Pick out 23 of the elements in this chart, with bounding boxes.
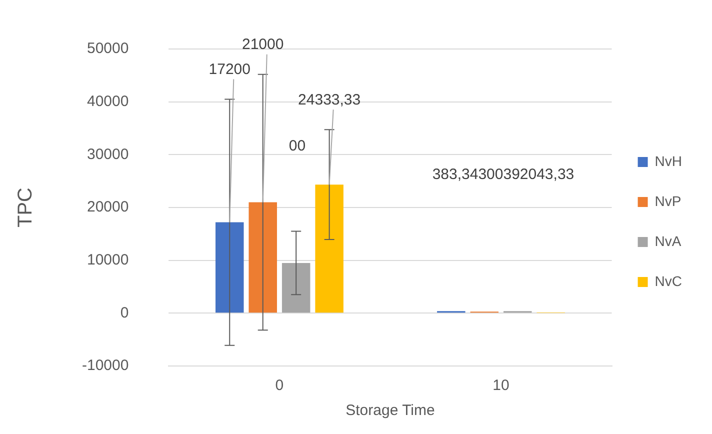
bar: [216, 222, 244, 313]
y-tick-label: 20000: [86, 198, 129, 216]
legend-label: NvP: [654, 192, 682, 209]
legend-label: NvC: [654, 272, 682, 289]
y-tick-label: 30000: [86, 146, 129, 163]
y-tick-label: -10000: [82, 357, 129, 374]
bar: [315, 184, 344, 313]
x-tick-label: 10: [492, 377, 510, 394]
data-label: 17200: [208, 60, 250, 78]
data-label: 21000: [242, 36, 284, 53]
annotation: 383,34300392043,33: [432, 166, 574, 183]
y-axis-title: TPC: [14, 188, 37, 228]
y-tick-label: 0: [120, 304, 129, 322]
bar: [248, 202, 277, 313]
legend-label: NvA: [654, 232, 682, 249]
bar: [282, 262, 310, 313]
y-tick-label: 40000: [86, 92, 129, 110]
data-label: 24333,33: [298, 91, 361, 108]
y-tick-label: 50000: [86, 40, 129, 58]
annotation: 00: [288, 137, 306, 154]
y-tick-label: 10000: [86, 251, 129, 268]
legend-label: NvH: [654, 152, 682, 169]
x-axis-title: Storage Time: [346, 402, 435, 420]
